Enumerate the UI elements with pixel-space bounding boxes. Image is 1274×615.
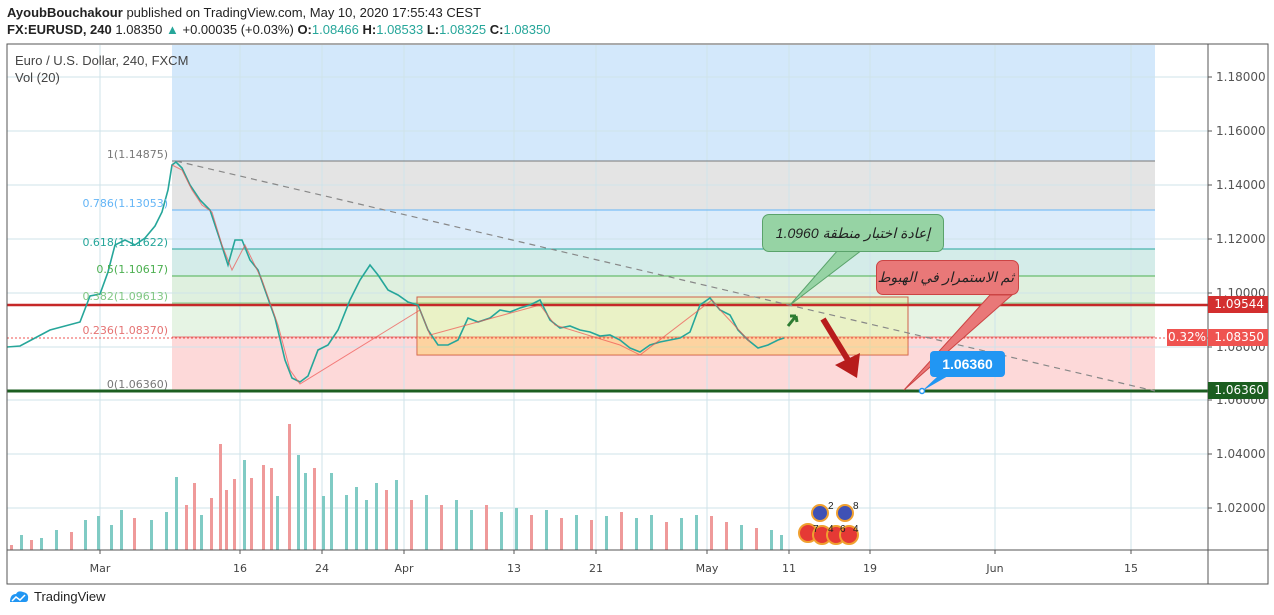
svg-text:8: 8 [853,501,859,512]
green-up-arrow-icon [786,314,799,327]
time-axis-ticks [99,550,1132,554]
eu-flag-icon[interactable] [836,504,854,522]
price-tick: 1.18000 [1216,70,1266,84]
close-label: C: [489,22,504,37]
target-anchor-dot[interactable] [918,387,926,395]
red-down-arrow-icon [820,317,860,378]
close-value: 1.08350 [503,22,551,37]
us-flag-icon[interactable] [839,525,859,545]
target-price-callout[interactable]: 1.06360 [930,351,1005,377]
date-tick: 19 [863,562,877,575]
grid-lines [7,45,1208,550]
brand-name: TradingView [34,589,106,604]
published-text: published on TradingView.com, May 10, 20… [126,5,482,20]
eu-flag-icon[interactable] [811,504,829,522]
date-tick: 21 [589,562,603,575]
low-label: L: [426,22,440,37]
date-tick: 13 [507,562,521,575]
continuation-callout[interactable]: ثم الاستمرار في الهبوط بعد كسر الموجة ال… [876,260,1019,295]
date-tick: 15 [1124,562,1138,575]
price-change: +0.00035 (+0.03%) [182,22,294,37]
fib-zone-top [172,45,1155,161]
price-series-down [171,164,751,385]
date-tick: Jun [986,562,1004,575]
svg-text:2: 2 [828,501,834,512]
fib-label-0236: 0.236(1.08370) [82,324,168,337]
tradingview-branding[interactable]: TradingView [8,589,106,604]
low-value: 1.08325 [439,22,487,37]
up-arrow-icon: ▲ [166,22,179,37]
symbol-info: FX:EURUSD, 240 1.08350 ▲ +0.00035 (+0.03… [7,22,550,37]
volume-bars [10,424,783,550]
date-tick: 11 [782,562,796,575]
author-name[interactable]: AyoubBouchakour [7,5,123,20]
resistance-price-tag: 1.09544 [1208,296,1268,313]
retest-zone-callout[interactable]: إعادة اختبار منطقة 1.0960 [762,214,944,252]
percent-change-tag: 0.32% [1167,329,1207,346]
chart-legend: Euro / U.S. Dollar, 240, FXCM Vol (20) [15,52,188,86]
series-title[interactable]: Euro / U.S. Dollar, 240, FXCM [15,53,189,68]
price-axis-ticks [1208,76,1212,509]
price-tick: 1.16000 [1216,124,1266,138]
price-tick: 1.02000 [1216,501,1266,515]
fib-label-0786: 0.786(1.13053) [82,197,168,210]
price-tick: 1.12000 [1216,232,1266,246]
publish-info: AyoubBouchakour published on TradingView… [7,5,481,20]
date-tick: Mar [89,562,111,575]
volume-indicator-label[interactable]: Vol (20) [15,70,60,85]
economic-events[interactable]: 2 8 7 4 6 4 [798,501,859,545]
date-tick: May [695,562,719,575]
price-tick: 1.14000 [1216,178,1266,192]
open-value: 1.08466 [311,22,359,37]
tradingview-logo-icon [10,590,29,602]
range-box-lower-tint [417,337,908,355]
date-tick: Apr [394,562,414,575]
fib-label-0618: 0.618(1.11622) [82,236,168,249]
svg-text:6: 6 [840,524,846,535]
date-tick: 24 [315,562,329,575]
last-price: 1.08350 [115,22,163,37]
symbol-label: FX:EURUSD, 240 [7,22,112,37]
high-value: 1.08533 [376,22,424,37]
price-tick: 1.04000 [1216,447,1266,461]
svg-text:4: 4 [853,524,859,535]
blue-callout-pointer [922,376,948,391]
high-label: H: [362,22,377,37]
current-price-tag: 1.08350 [1208,329,1268,346]
fib-label-0382: 0.382(1.09613) [82,290,168,303]
open-label: O: [297,22,312,37]
svg-text:4: 4 [828,524,834,535]
fib-label-05: 0.5(1.10617) [96,263,168,276]
support-price-tag: 1.06360 [1208,382,1268,399]
date-tick: 16 [233,562,247,575]
svg-text:7: 7 [813,524,819,535]
fib-label-1: 1(1.14875) [106,148,168,161]
fib-label-0: 0(1.06360) [106,378,168,391]
fib-zone-0786-0618 [172,210,1155,249]
